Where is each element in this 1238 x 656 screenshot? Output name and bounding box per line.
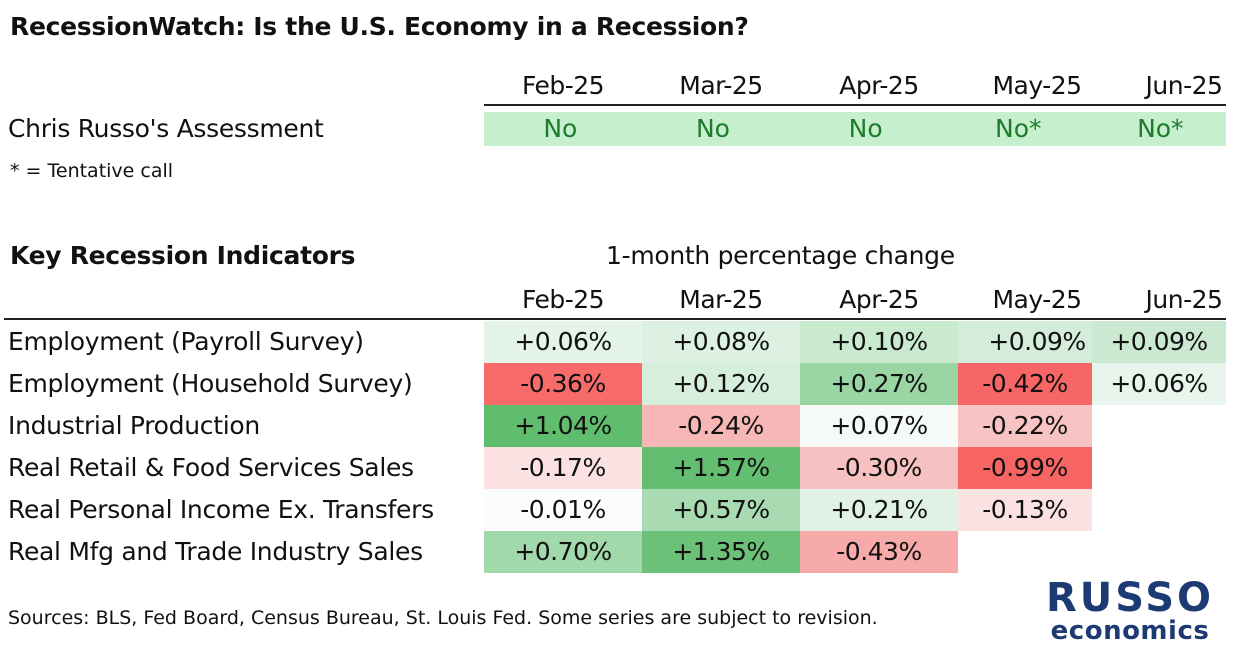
indicators-subtitle: 1-month percentage change xyxy=(606,241,955,270)
indicator-value: -0.30% xyxy=(800,447,958,489)
assessment-value: No xyxy=(695,114,730,143)
indicator-value: +0.21% xyxy=(800,489,958,531)
indicator-value: -0.13% xyxy=(958,489,1092,531)
assessment-label: Chris Russo's Assessment xyxy=(8,114,324,143)
month-header: Mar-25 xyxy=(679,71,763,100)
month-header: Apr-25 xyxy=(839,285,919,314)
indicators-month-header: Feb-25 Mar-25 Apr-25 May-25 Jun-25 xyxy=(484,284,1238,316)
assessment-value: No xyxy=(848,114,883,143)
indicator-value xyxy=(1092,531,1226,573)
indicator-value: +0.06% xyxy=(484,321,642,363)
logo-line1: RUSSO xyxy=(1045,575,1215,621)
logo-line2: economics xyxy=(1050,616,1210,646)
indicator-value: -0.43% xyxy=(800,531,958,573)
indicator-value: +1.35% xyxy=(642,531,800,573)
indicator-value: -0.22% xyxy=(958,405,1092,447)
assessment-month-header: Feb-25 Mar-25 Apr-25 May-25 Jun-25 xyxy=(484,70,1238,102)
month-header: Jun-25 xyxy=(1145,285,1223,314)
indicator-value: +1.57% xyxy=(642,447,800,489)
indicator-value: +0.09% xyxy=(1092,321,1226,363)
indicator-value: +0.06% xyxy=(1092,363,1226,405)
indicator-value: +0.12% xyxy=(642,363,800,405)
indicator-value: +0.57% xyxy=(642,489,800,531)
assessment-value: No xyxy=(543,114,578,143)
indicator-label: Employment (Household Survey) xyxy=(8,369,413,398)
indicator-value xyxy=(958,531,1092,573)
indicator-value: -0.24% xyxy=(642,405,800,447)
indicator-value xyxy=(1092,405,1226,447)
indicator-value: -0.36% xyxy=(484,363,642,405)
assessment-value: No* xyxy=(1137,114,1184,143)
sources-note: Sources: BLS, Fed Board, Census Bureau, … xyxy=(8,607,878,629)
page-title: RecessionWatch: Is the U.S. Economy in a… xyxy=(10,12,749,41)
indicator-value: +0.08% xyxy=(642,321,800,363)
divider xyxy=(4,318,1226,320)
month-header: Feb-25 xyxy=(521,285,605,314)
russo-economics-logo: RUSSO economics xyxy=(1040,578,1220,644)
indicator-label: Employment (Payroll Survey) xyxy=(8,327,364,356)
month-header: Mar-25 xyxy=(679,285,763,314)
indicator-value: +0.07% xyxy=(800,405,958,447)
indicator-value: -0.01% xyxy=(484,489,642,531)
indicator-value xyxy=(1092,447,1226,489)
tentative-note: * = Tentative call xyxy=(10,160,174,182)
indicator-value: +0.10% xyxy=(800,321,958,363)
indicator-label: Industrial Production xyxy=(8,411,260,440)
assessment-value: No* xyxy=(995,114,1042,143)
divider xyxy=(484,104,1226,106)
indicator-value xyxy=(1092,489,1226,531)
indicators-title: Key Recession Indicators xyxy=(10,241,356,270)
indicator-value: +1.04% xyxy=(484,405,642,447)
indicator-value: -0.17% xyxy=(484,447,642,489)
indicator-value: -0.99% xyxy=(958,447,1092,489)
month-header: Feb-25 xyxy=(521,71,605,100)
indicator-value: +0.09% xyxy=(958,321,1116,363)
indicator-label: Real Personal Income Ex. Transfers xyxy=(8,495,434,524)
month-header: Jun-25 xyxy=(1145,71,1223,100)
indicator-value: -0.42% xyxy=(958,363,1092,405)
indicator-value: +0.70% xyxy=(484,531,642,573)
indicator-label: Real Mfg and Trade Industry Sales xyxy=(8,537,423,566)
assessment-row: No No No No* No* xyxy=(484,112,1226,146)
indicator-label: Real Retail & Food Services Sales xyxy=(8,453,414,482)
indicator-value: +0.27% xyxy=(800,363,958,405)
month-header: Apr-25 xyxy=(839,71,919,100)
month-header: May-25 xyxy=(992,71,1082,100)
month-header: May-25 xyxy=(992,285,1082,314)
